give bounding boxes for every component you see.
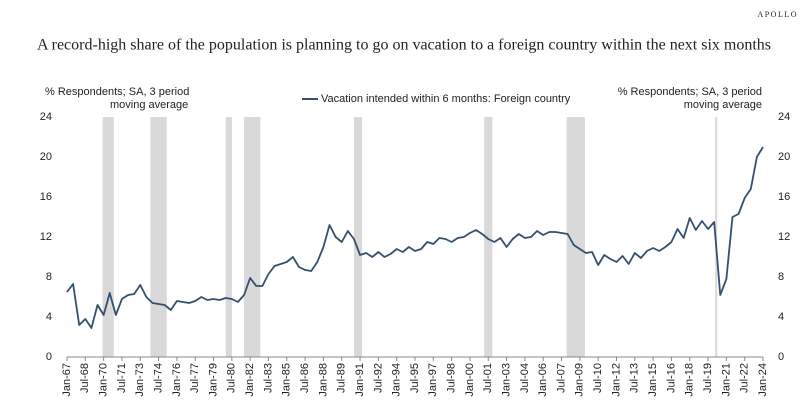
- y2-tick-label: 8: [778, 271, 784, 283]
- y2-tick-label: 4: [778, 311, 784, 323]
- x-tick-label: Jul-89: [336, 363, 348, 393]
- y-tick-label: 12: [40, 231, 52, 243]
- brand: APOLLO: [757, 10, 798, 19]
- y-tick-label: 24: [40, 111, 52, 123]
- x-tick-label: Jan-88: [317, 363, 329, 397]
- x-tick-label: Jul-19: [702, 363, 714, 393]
- x-tick-label: Jan-15: [647, 363, 659, 397]
- x-tick-label: Jan-12: [610, 363, 622, 397]
- x-tick-label: Jan-85: [281, 363, 293, 397]
- x-tick-label: Jan-91: [354, 363, 366, 397]
- x-tick-label: Jan-06: [537, 363, 549, 397]
- x-tick-label: Jul-77: [189, 363, 201, 393]
- x-tick-label: Jul-95: [409, 363, 421, 393]
- recession-band: [102, 117, 114, 357]
- x-tick-label: Jan-67: [61, 363, 73, 397]
- recession-band: [225, 117, 232, 357]
- x-tick-label: Jan-21: [720, 363, 732, 397]
- x-tick-label: Jan-79: [207, 363, 219, 397]
- x-tick-label: Jul-86: [299, 363, 311, 393]
- x-tick-label: Jan-00: [464, 363, 476, 397]
- recession-band: [484, 117, 493, 357]
- x-tick-label: Jul-74: [152, 363, 164, 393]
- x-tick-label: Jan-03: [500, 363, 512, 397]
- x-tick-label: Jul-80: [226, 363, 238, 393]
- x-tick-label: Jul-98: [446, 363, 458, 393]
- recession-band: [244, 117, 261, 357]
- x-tick-label: Jul-10: [592, 363, 604, 393]
- x-tick-label: Jul-83: [262, 363, 274, 393]
- x-tick-label: Jul-22: [739, 363, 751, 393]
- x-tick-label: Jul-68: [79, 363, 91, 393]
- y2-tick-label: 0: [778, 351, 784, 363]
- recession-band: [566, 117, 585, 357]
- x-tick-label: Jul-01: [482, 363, 494, 393]
- x-tick-label: Jul-16: [665, 363, 677, 393]
- x-tick-label: Jul-71: [116, 363, 128, 393]
- y-tick-label: 20: [40, 151, 52, 163]
- y2-tick-label: 24: [778, 111, 790, 123]
- y2-axis-label: moving average: [684, 99, 762, 111]
- recession-band: [150, 117, 167, 357]
- y2-axis-label: % Respondents; SA, 3 period: [618, 86, 762, 98]
- y2-tick-label: 16: [778, 191, 790, 203]
- y2-tick-label: 12: [778, 231, 790, 243]
- recession-band: [353, 117, 363, 357]
- x-tick-label: Jan-18: [684, 363, 696, 397]
- y-tick-label: 0: [46, 351, 52, 363]
- x-tick-label: Jul-13: [629, 363, 641, 393]
- x-tick-label: Jan-09: [574, 363, 586, 397]
- y-axis-label: % Respondents; SA, 3 period: [45, 86, 189, 98]
- x-tick-label: Jul-04: [519, 363, 531, 393]
- y-tick-label: 4: [46, 311, 52, 323]
- y-tick-label: 8: [46, 271, 52, 283]
- x-tick-label: Jul-07: [555, 363, 567, 393]
- x-tick-label: Jan-76: [171, 363, 183, 397]
- x-tick-label: Jan-70: [98, 363, 110, 397]
- y2-tick-label: 20: [778, 151, 790, 163]
- x-tick-label: Jan-82: [244, 363, 256, 397]
- x-tick-label: Jul-92: [372, 363, 384, 393]
- legend-label: Vacation intended within 6 months: Forei…: [321, 93, 571, 105]
- x-tick-label: Jan-94: [391, 363, 403, 397]
- x-tick-label: Jan-24: [757, 363, 769, 397]
- y-axis-label: moving average: [110, 99, 188, 111]
- y-tick-label: 16: [40, 191, 52, 203]
- x-tick-label: Jan-97: [427, 363, 439, 397]
- x-tick-label: Jan-73: [134, 363, 146, 397]
- data-line: [66, 146, 764, 329]
- chart-title: A record-high share of the population is…: [37, 37, 771, 54]
